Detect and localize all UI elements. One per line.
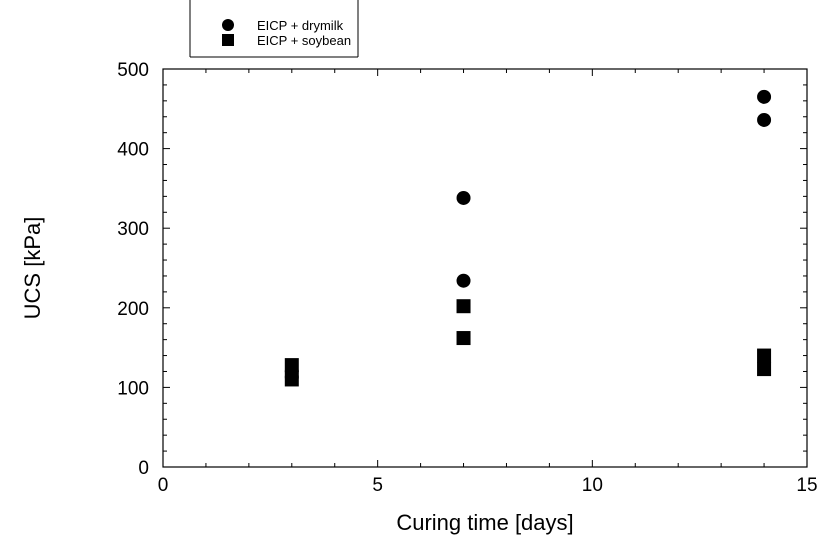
- y-tick-label: 300: [117, 219, 149, 240]
- legend-circle-marker: [222, 19, 234, 31]
- x-tick-label: 5: [372, 475, 383, 496]
- legend-label: EICP + drymilk: [257, 18, 344, 33]
- y-tick-label: 0: [138, 458, 149, 479]
- soybean-point: [456, 331, 471, 346]
- soybean-point: [456, 299, 471, 314]
- plot-area: [162, 68, 808, 468]
- drymilk-point: [757, 89, 772, 104]
- y-tick-label: 400: [117, 140, 149, 161]
- legend-square-marker: [222, 34, 234, 46]
- x-axis-title: Curing time [days]: [396, 510, 573, 535]
- soybean-point: [757, 362, 772, 377]
- data-points: [284, 89, 772, 387]
- y-tick-label: 500: [117, 60, 149, 81]
- x-tick-label: 15: [796, 475, 817, 496]
- soybean-point: [757, 348, 772, 363]
- plot-border: [162, 68, 808, 468]
- legend-label: EICP + soybean: [257, 33, 351, 48]
- y-axis: 0 100 200 300 400 500: [117, 60, 807, 479]
- drymilk-point: [456, 273, 471, 288]
- y-axis-title: UCS [kPa]: [20, 217, 45, 320]
- soybean-point: [284, 358, 299, 373]
- y-tick-label: 200: [117, 299, 149, 320]
- x-tick-label: 0: [158, 475, 169, 496]
- soybean-point: [284, 372, 299, 387]
- x-tick-label: 10: [582, 475, 603, 496]
- x-axis: 0 5 10 15: [158, 69, 818, 496]
- drymilk-point: [757, 112, 772, 127]
- y-tick-label: 100: [117, 378, 149, 399]
- drymilk-point: [456, 190, 471, 205]
